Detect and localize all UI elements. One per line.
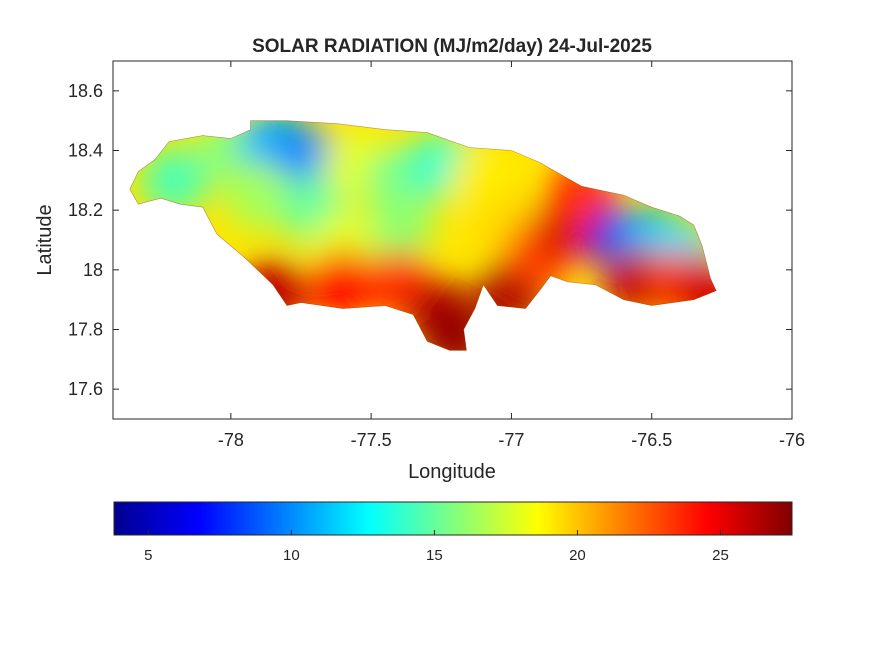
value-blob xyxy=(140,146,209,215)
x-tick-label: -76 xyxy=(779,430,805,450)
x-tick-label: -77.5 xyxy=(351,430,392,450)
colorbar xyxy=(113,501,793,536)
y-tick-label: 18.4 xyxy=(68,141,103,161)
colorbar-tick-label: 10 xyxy=(283,547,300,564)
x-tick-label: -78 xyxy=(218,430,244,450)
y-tick-label: 18.6 xyxy=(68,81,103,101)
value-blob xyxy=(309,250,378,319)
y-axis: 17.6 17.8 18 18.2 18.4 18.6 xyxy=(68,81,792,399)
value-blob xyxy=(224,161,293,230)
y-tick-label: 18 xyxy=(83,260,103,280)
chart-title: SOLAR RADIATION (MJ/m2/day) 24-Jul-2025 xyxy=(252,36,652,57)
x-tick-label: -77 xyxy=(498,430,524,450)
y-tick-label: 17.6 xyxy=(68,379,103,399)
value-blob xyxy=(365,191,434,260)
colorbar-tick-label: 25 xyxy=(712,547,729,564)
colorbar-tick-label: 20 xyxy=(569,547,586,564)
colorbar-tick-label: 15 xyxy=(426,547,443,564)
colorbar-ticks: 5 10 15 20 25 xyxy=(144,530,729,564)
x-axis-label: Longitude xyxy=(408,461,496,483)
x-tick-label: -76.5 xyxy=(631,430,672,450)
x-axis: -78 -77.5 -77 -76.5 -76 xyxy=(218,61,805,450)
y-tick-label: 18.2 xyxy=(68,200,103,220)
island-outline xyxy=(129,120,717,351)
y-axis-label: Latitude xyxy=(34,204,56,275)
colorbar-tick-label: 5 xyxy=(144,547,152,564)
y-tick-label: 17.8 xyxy=(68,320,103,340)
